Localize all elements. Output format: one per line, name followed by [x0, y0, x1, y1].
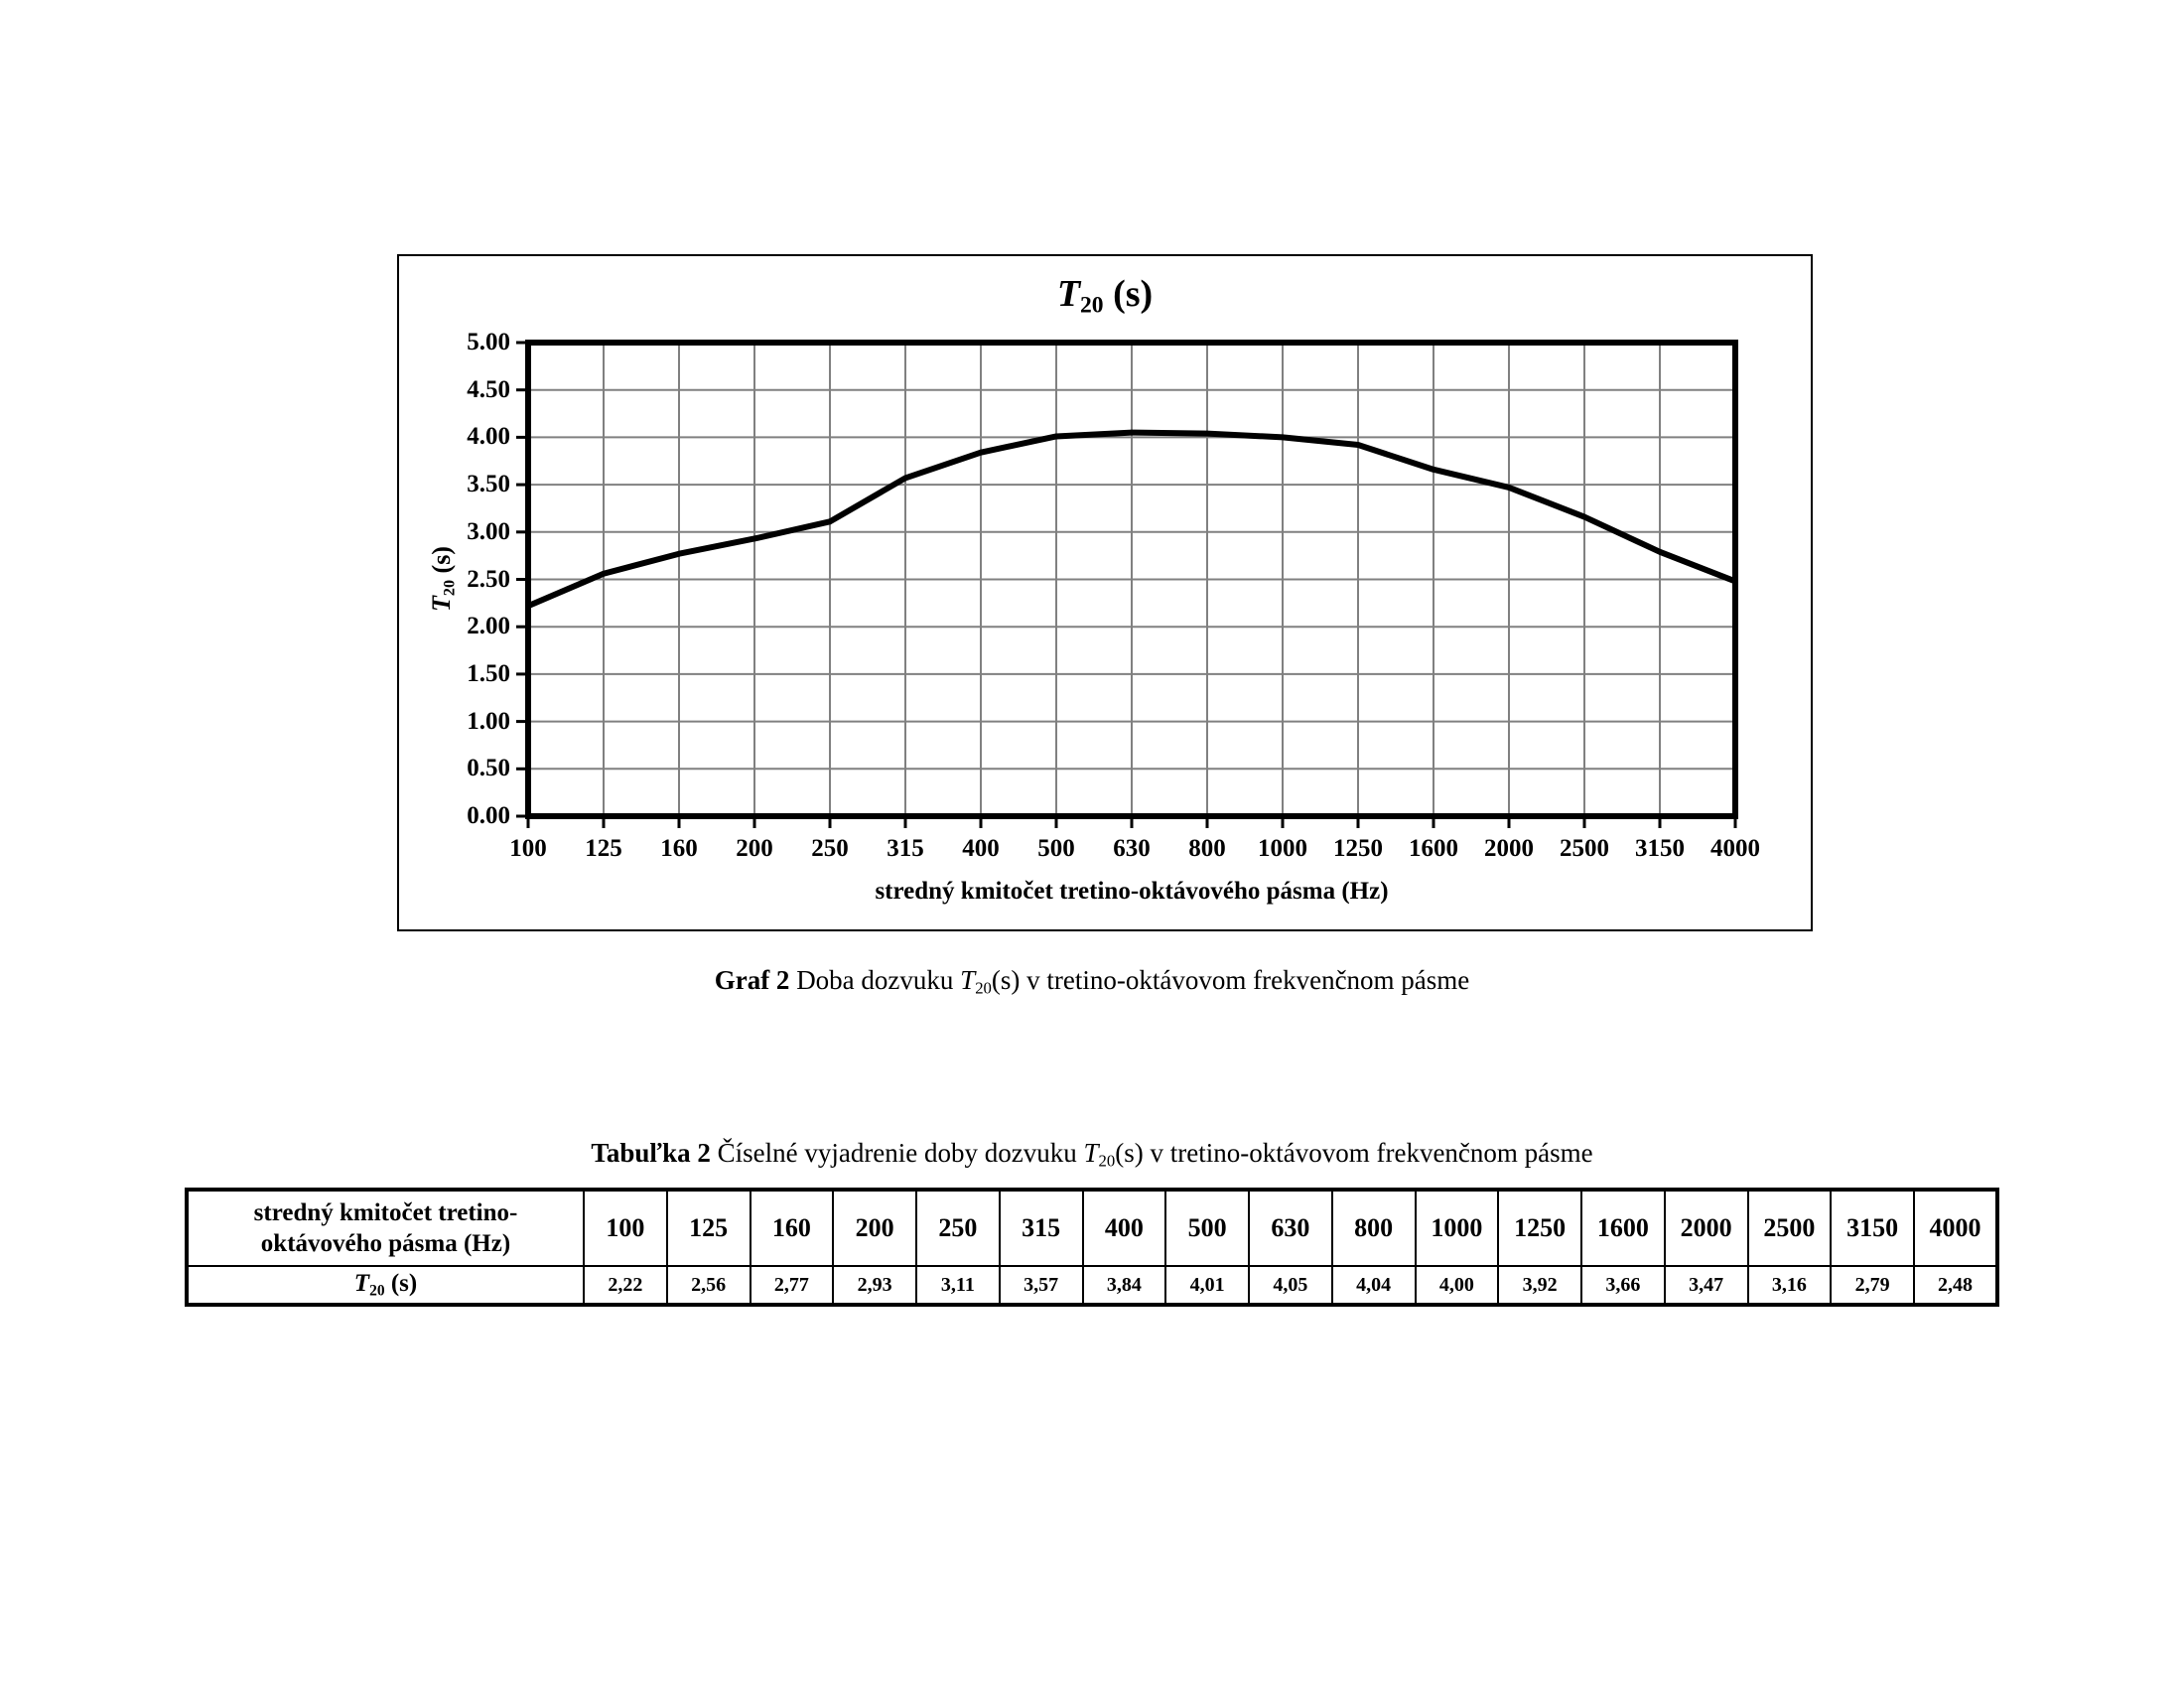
x-tick-label: 250 — [811, 835, 849, 862]
table-frequency-cell: 1250 — [1497, 1189, 1582, 1267]
x-tick-label: 500 — [1037, 835, 1075, 862]
chart-caption-label: Graf 2 — [714, 965, 790, 995]
y-axis-tick-labels: 0.00 0.50 1.00 1.50 2.00 2.50 3.00 3.50 4.00 4.50… — [399, 329, 510, 829]
table-header-label: stredný kmitočet tretino-oktávového pásm… — [186, 1189, 585, 1267]
table-value-row: T20 (s) 2,22 2,56 2,77 2,93 3,11 3,57 3,84 4,01… — [186, 1265, 1998, 1306]
y-tick-label: 4.50 — [467, 375, 510, 403]
table-value-cell: 2,56 — [665, 1265, 751, 1306]
table-value-cell: 2,79 — [1830, 1265, 1915, 1306]
y-tick-label: 3.00 — [467, 517, 510, 545]
y-tick-label: 1.00 — [467, 707, 510, 735]
table-frequency-cell: 400 — [1081, 1189, 1167, 1267]
chart-title-unit: (s) — [1103, 273, 1154, 315]
table-value-cell: 3,57 — [998, 1265, 1084, 1306]
y-tick-label: 4.00 — [467, 423, 510, 451]
table-value-cell: 4,00 — [1414, 1265, 1500, 1306]
table-frequency-cell: 200 — [832, 1189, 917, 1267]
chart-title-subscript: 20 — [1080, 292, 1104, 319]
table-frequency-cell: 1000 — [1414, 1189, 1500, 1267]
x-tick-label: 4000 — [1710, 835, 1760, 862]
table-frequency-cell: 125 — [665, 1189, 751, 1267]
y-tick-label: 3.50 — [467, 471, 510, 498]
table-value-cell: 2,48 — [1913, 1265, 1998, 1306]
table-frequency-cell: 500 — [1164, 1189, 1250, 1267]
x-tick-label: 2500 — [1560, 835, 1609, 862]
data-table: stredný kmitočet tretino-oktávového pásm… — [185, 1188, 1999, 1307]
table-value-cell: 3,16 — [1746, 1265, 1833, 1306]
x-tick-label: 2000 — [1484, 835, 1534, 862]
table-value-cell: 3,47 — [1663, 1265, 1749, 1306]
x-tick-label: 125 — [585, 835, 622, 862]
table-frequency-cell: 2000 — [1663, 1189, 1749, 1267]
y-tick-label: 2.50 — [467, 565, 510, 593]
x-tick-label: 100 — [509, 835, 547, 862]
x-tick-label: 1000 — [1258, 835, 1307, 862]
y-tick-label: 5.00 — [467, 329, 510, 355]
chart-title: T20 (s) — [399, 272, 1811, 320]
chart-plot-area — [516, 340, 1738, 828]
x-tick-label: 3150 — [1635, 835, 1685, 862]
table-value-cell: 3,11 — [915, 1265, 1001, 1306]
table-frequency-cell: 1600 — [1580, 1189, 1666, 1267]
table-frequency-cell: 160 — [749, 1189, 835, 1267]
table-value-cell: 3,92 — [1497, 1265, 1582, 1306]
table-row-label: T20 (s) — [186, 1265, 585, 1306]
table-header-row: stredný kmitočet tretino-oktávového pásm… — [186, 1189, 1998, 1267]
table-title-label: Tabuľka 2 — [591, 1138, 711, 1168]
table-frequency-cell: 2500 — [1746, 1189, 1833, 1267]
table-frequency-cell: 800 — [1330, 1189, 1417, 1267]
x-tick-label: 315 — [887, 835, 924, 862]
y-tick-label: 2.00 — [467, 613, 510, 640]
y-tick-label: 1.50 — [467, 659, 510, 687]
chart-caption: Graf 2 Doba dozvuku T20(s) v tretino-okt… — [714, 965, 1470, 998]
table-frequency-cell: 630 — [1248, 1189, 1333, 1267]
table-frequency-cell: 315 — [998, 1189, 1084, 1267]
x-tick-label: 1250 — [1333, 835, 1383, 862]
data-series-line — [525, 429, 1738, 610]
x-tick-label: 800 — [1188, 835, 1226, 862]
table-title: Tabuľka 2 Číselné vyjadrenie doby dozvuk… — [591, 1138, 1593, 1171]
chart-container: T20 (s) T20 (s) 0.00 0.50 1.00 1.50 2.00 2.50… — [397, 254, 1813, 931]
x-tick-label: 200 — [736, 835, 773, 862]
x-tick-label: 630 — [1113, 835, 1151, 862]
x-tick-label: 1600 — [1409, 835, 1458, 862]
table-frequency-cell: 3150 — [1830, 1189, 1915, 1267]
chart-title-symbol: T — [1056, 273, 1081, 315]
table-value-cell: 4,05 — [1248, 1265, 1333, 1306]
y-tick-label: 0.50 — [467, 755, 510, 782]
y-tick-label: 0.00 — [467, 802, 510, 829]
table-value-cell: 4,01 — [1164, 1265, 1250, 1306]
x-tick-label: 160 — [660, 835, 698, 862]
table-value-cell: 2,93 — [832, 1265, 917, 1306]
table-value-cell: 3,84 — [1081, 1265, 1167, 1306]
table-frequency-cell: 250 — [915, 1189, 1001, 1267]
table-value-cell: 2,22 — [583, 1265, 668, 1306]
table-frequency-cell: 4000 — [1913, 1189, 1998, 1267]
x-axis-title: stredný kmitočet tretino-oktávového pásm… — [875, 878, 1389, 905]
table-value-cell: 3,66 — [1580, 1265, 1666, 1306]
table-value-cell: 4,04 — [1330, 1265, 1417, 1306]
table-value-cell: 2,77 — [749, 1265, 835, 1306]
table-frequency-cell: 100 — [583, 1189, 668, 1267]
x-axis-tick-labels: 100 125 160 200 250 315 400 500 630 800 1000 1250 16… — [509, 834, 1760, 868]
x-tick-label: 400 — [962, 835, 1000, 862]
